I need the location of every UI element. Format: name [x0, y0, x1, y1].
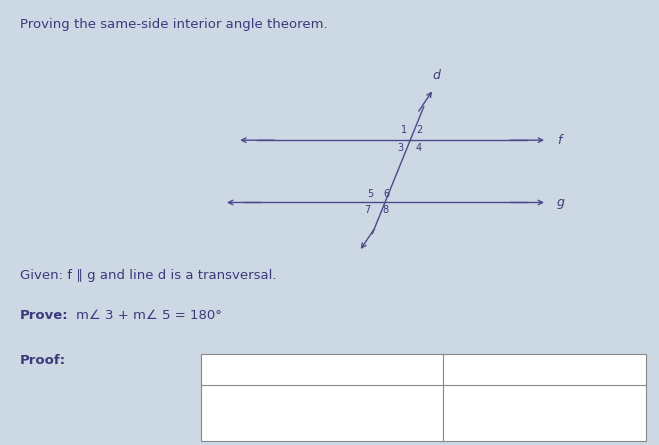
Text: Proving the same-side interior angle theorem.: Proving the same-side interior angle the…: [20, 18, 328, 31]
Text: 5: 5: [367, 189, 374, 198]
Text: Proof:: Proof:: [20, 354, 66, 367]
Text: g: g: [557, 196, 565, 209]
Text: f: f: [557, 134, 561, 147]
Text: 8: 8: [382, 206, 389, 215]
Text: 1: 1: [401, 125, 407, 135]
Text: Prove:: Prove:: [20, 309, 69, 322]
Text: 2: 2: [416, 125, 423, 135]
Bar: [201, 354, 646, 441]
Text: m∠ 3 + m∠ 5 = 180°: m∠ 3 + m∠ 5 = 180°: [76, 309, 221, 322]
Text: 6: 6: [384, 189, 390, 198]
Text: Reasons: Reasons: [451, 363, 507, 376]
Text: d: d: [432, 69, 440, 82]
Text: given: given: [451, 403, 482, 413]
Text: Given: f ∥ g and line d is a transversal.: Given: f ∥ g and line d is a transversal…: [20, 269, 276, 282]
Text: 4: 4: [415, 143, 422, 153]
Text: Statements: Statements: [209, 363, 286, 376]
Text: 7: 7: [364, 206, 371, 215]
Text: 3: 3: [397, 143, 403, 153]
Text: 1. Line f is parallel to line g.: 1. Line f is parallel to line g.: [209, 400, 364, 411]
Text: Line d is a transversal.: Line d is a transversal.: [209, 415, 349, 425]
